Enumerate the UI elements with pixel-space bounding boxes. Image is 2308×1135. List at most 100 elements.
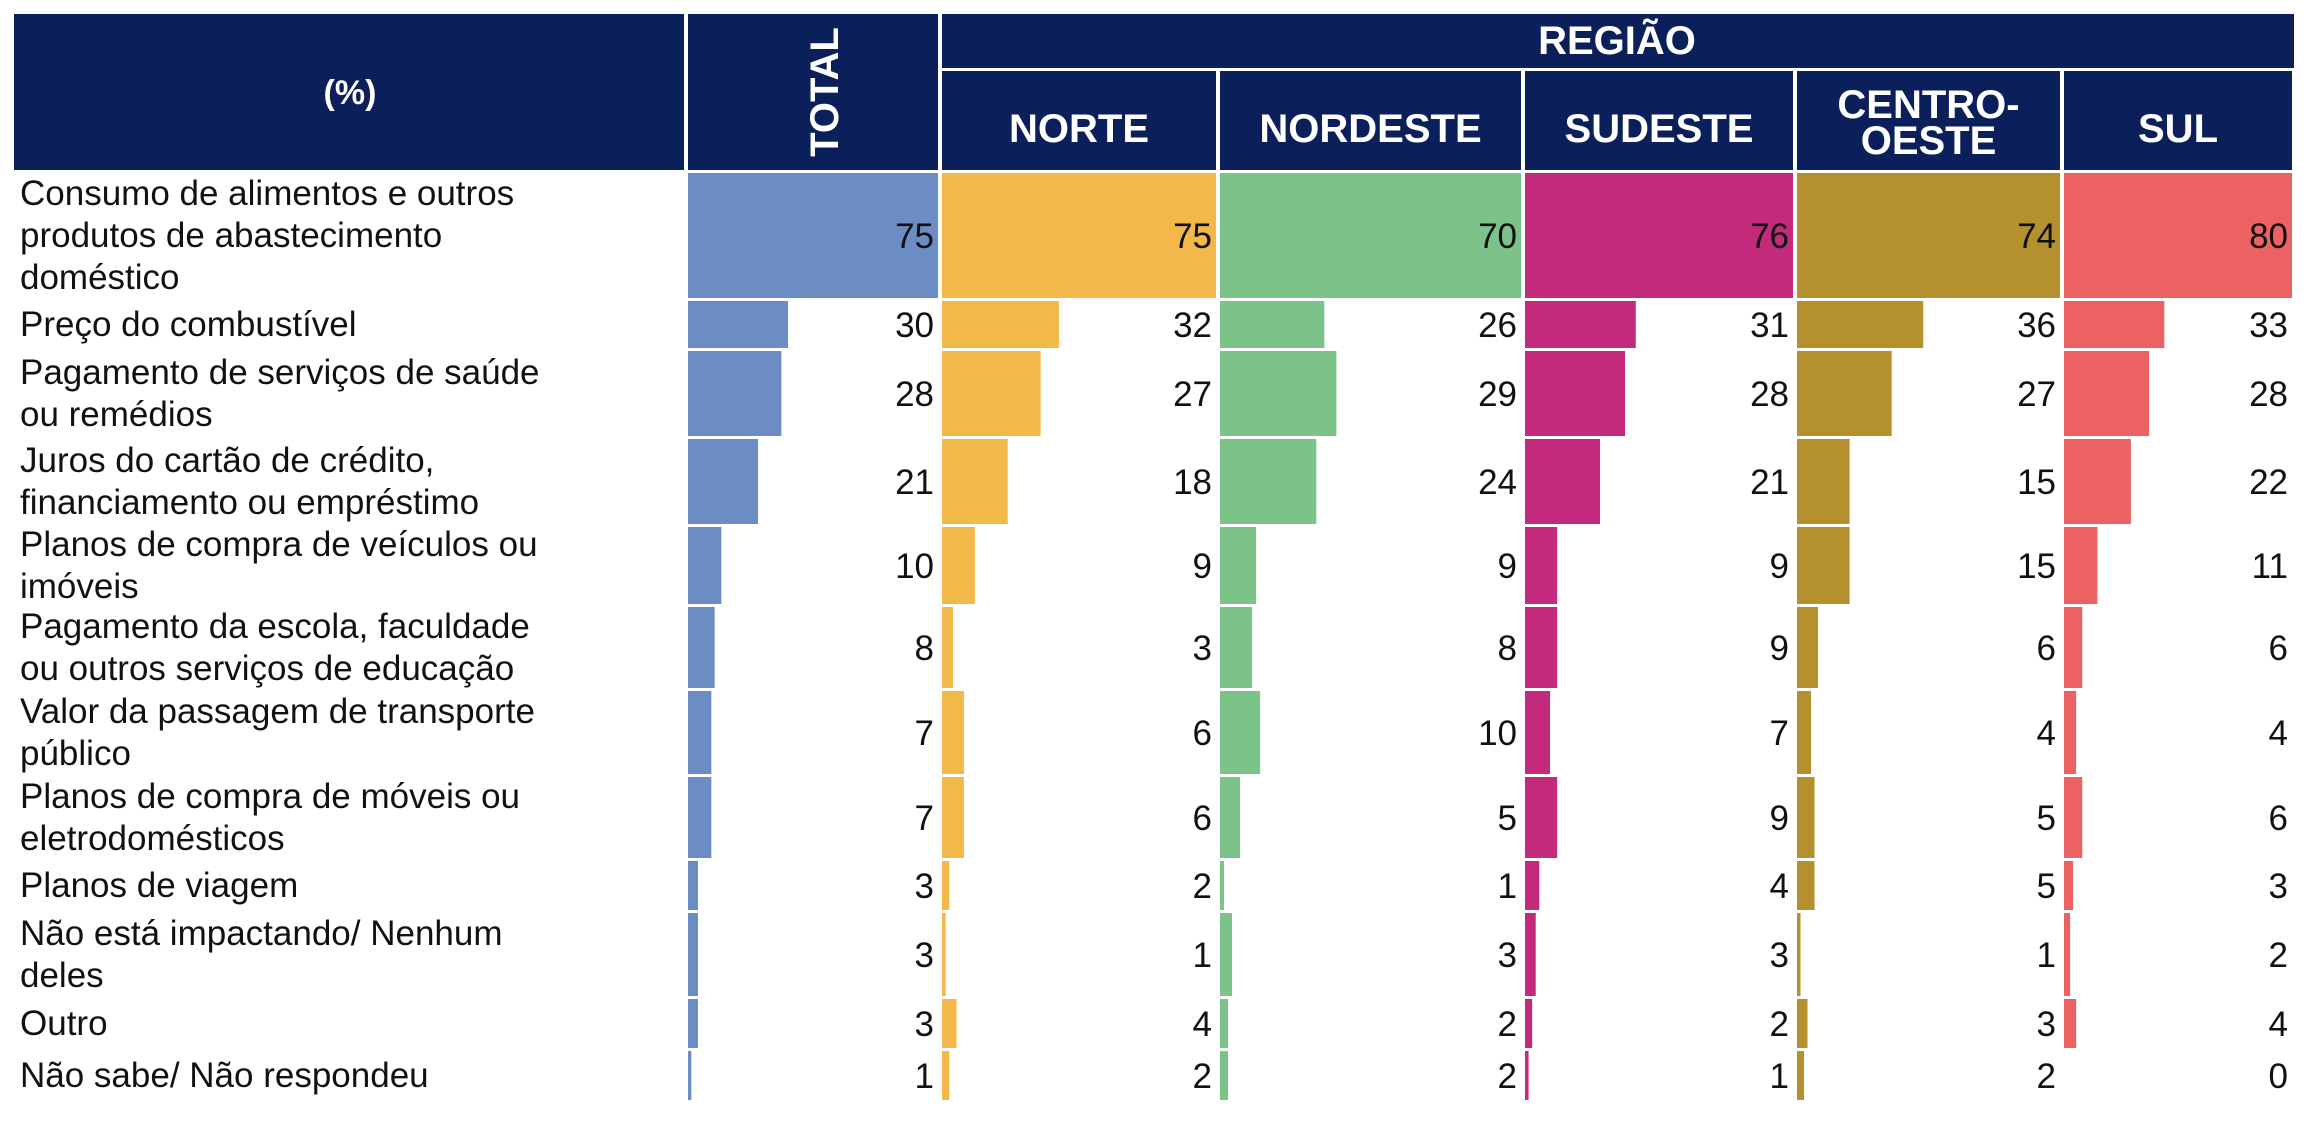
- header-group-text: REGIÃO: [1538, 17, 1696, 63]
- row-label: Pagamento da escola, faculdade ou outros …: [20, 607, 530, 688]
- value-label-sul: 0: [2269, 1057, 2288, 1096]
- bar-sul: [2064, 913, 2071, 996]
- bar-nordeste: [1220, 861, 1225, 910]
- value-label-nordeste: 1: [1498, 867, 1517, 906]
- header-text-line: SUL: [2138, 107, 2218, 151]
- value-label-total: 3: [915, 1005, 934, 1044]
- bar-norte: [942, 913, 946, 996]
- header-text-sul: SUL: [2138, 107, 2218, 151]
- header-cell-sudeste: [1525, 71, 1793, 170]
- bar-centro_oeste: [1797, 607, 1819, 688]
- value-label-norte: 32: [1173, 306, 1212, 345]
- bar-sul: [2064, 777, 2083, 858]
- value-label-sudeste: 2: [1770, 1005, 1789, 1044]
- value-label-total: 3: [915, 867, 934, 906]
- bar-sudeste: [1525, 861, 1540, 910]
- value-label-norte: 1: [1193, 936, 1212, 975]
- row-label-line: Não está impactando/ Nenhum: [20, 914, 503, 953]
- bar-nordeste: [1220, 439, 1317, 524]
- value-label-sul: 4: [2269, 1005, 2288, 1044]
- bar-centro_oeste: [1797, 999, 1808, 1048]
- header-label-text: (%): [324, 74, 377, 112]
- value-label-total: 10: [895, 547, 934, 586]
- bar-total: [688, 777, 712, 858]
- row-label: Planos de compra de móveis ou eletrodomés…: [20, 777, 520, 858]
- bar-norte: [942, 999, 957, 1048]
- value-label-nordeste: 5: [1498, 799, 1517, 838]
- row-label-line: imóveis: [20, 567, 139, 606]
- value-label-centro_oeste: 15: [2017, 547, 2056, 586]
- value-label-total: 7: [915, 714, 934, 753]
- bar-total: [688, 913, 698, 996]
- value-label-sul: 33: [2249, 306, 2288, 345]
- bar-centro_oeste: [1797, 439, 1850, 524]
- value-label-norte: 2: [1193, 867, 1212, 906]
- value-label-nordeste: 8: [1498, 629, 1517, 668]
- header-group-cell: [942, 14, 2294, 68]
- value-label-nordeste: 2: [1498, 1005, 1517, 1044]
- row-label-line: financiamento ou empréstimo: [20, 483, 479, 522]
- bar-nordeste: [1220, 527, 1257, 604]
- value-label-sul: 6: [2269, 799, 2288, 838]
- row-label-line: Valor da passagem de transporte: [20, 692, 535, 731]
- bar-sudeste: [1525, 527, 1558, 604]
- bar-total: [688, 439, 758, 524]
- bar-sudeste: [1525, 913, 1536, 996]
- bar-sudeste: [1525, 439, 1601, 524]
- row-label-line: deles: [20, 956, 104, 995]
- bar-sul: [2064, 301, 2165, 348]
- value-label-sul: 2: [2269, 936, 2288, 975]
- row-label: Planos de compra de veículos ou imóveis: [20, 525, 538, 606]
- bar-norte: [942, 351, 1041, 436]
- bar-sul: [2064, 527, 2098, 604]
- bar-total: [688, 607, 715, 688]
- bar-total: [688, 173, 938, 298]
- bar-total: [688, 1051, 692, 1100]
- value-label-sudeste: 7: [1770, 714, 1789, 753]
- row-label: Preço do combustível: [20, 305, 357, 344]
- header-total-text: TOTAL: [803, 27, 847, 157]
- value-label-norte: 75: [1173, 217, 1212, 256]
- bar-sul: [2064, 607, 2083, 688]
- value-label-centro_oeste: 4: [2037, 714, 2056, 753]
- header-text-line: NORDESTE: [1259, 107, 1481, 151]
- header-label-cell: [14, 14, 684, 170]
- row-label-line: Planos de viagem: [20, 866, 298, 905]
- header-cell-norte: [942, 71, 1216, 170]
- bar-norte: [942, 301, 1059, 348]
- bar-norte: [942, 1051, 950, 1100]
- value-label-total: 30: [895, 306, 934, 345]
- bar-centro_oeste: [1797, 173, 2060, 298]
- bar-centro_oeste: [1797, 527, 1850, 604]
- header-text-sudeste: SUDESTE: [1565, 107, 1754, 151]
- row-label-line: Preço do combustível: [20, 305, 357, 344]
- row-label-line: público: [20, 734, 131, 773]
- bar-centro_oeste: [1797, 1051, 1805, 1100]
- row-label-line: Planos de compra de veículos ou: [20, 525, 538, 564]
- value-label-total: 1: [915, 1057, 934, 1096]
- bar-centro_oeste: [1797, 913, 1801, 996]
- value-label-centro_oeste: 15: [2017, 463, 2056, 502]
- bar-sul: [2064, 351, 2150, 436]
- value-label-sudeste: 76: [1750, 217, 1789, 256]
- value-label-norte: 27: [1173, 375, 1212, 414]
- bar-sul: [2064, 999, 2077, 1048]
- row-label-line: Juros do cartão de crédito,: [20, 441, 434, 480]
- value-label-sudeste: 21: [1750, 463, 1789, 502]
- value-label-sudeste: 28: [1750, 375, 1789, 414]
- value-label-nordeste: 10: [1478, 714, 1517, 753]
- bar-sudeste: [1525, 607, 1558, 688]
- value-label-centro_oeste: 1: [2037, 936, 2056, 975]
- bar-centro_oeste: [1797, 351, 1892, 436]
- bar-sul: [2064, 439, 2131, 524]
- value-label-sul: 80: [2249, 217, 2288, 256]
- value-label-sudeste: 9: [1770, 629, 1789, 668]
- value-label-sul: 4: [2269, 714, 2288, 753]
- bar-nordeste: [1220, 999, 1229, 1048]
- value-label-sudeste: 1: [1770, 1057, 1789, 1096]
- row-label-line: ou remédios: [20, 395, 213, 434]
- header-text-line: SUDESTE: [1565, 107, 1754, 151]
- header-text-centro_oeste: CENTRO-OESTE: [1837, 83, 2019, 163]
- bar-norte: [942, 527, 975, 604]
